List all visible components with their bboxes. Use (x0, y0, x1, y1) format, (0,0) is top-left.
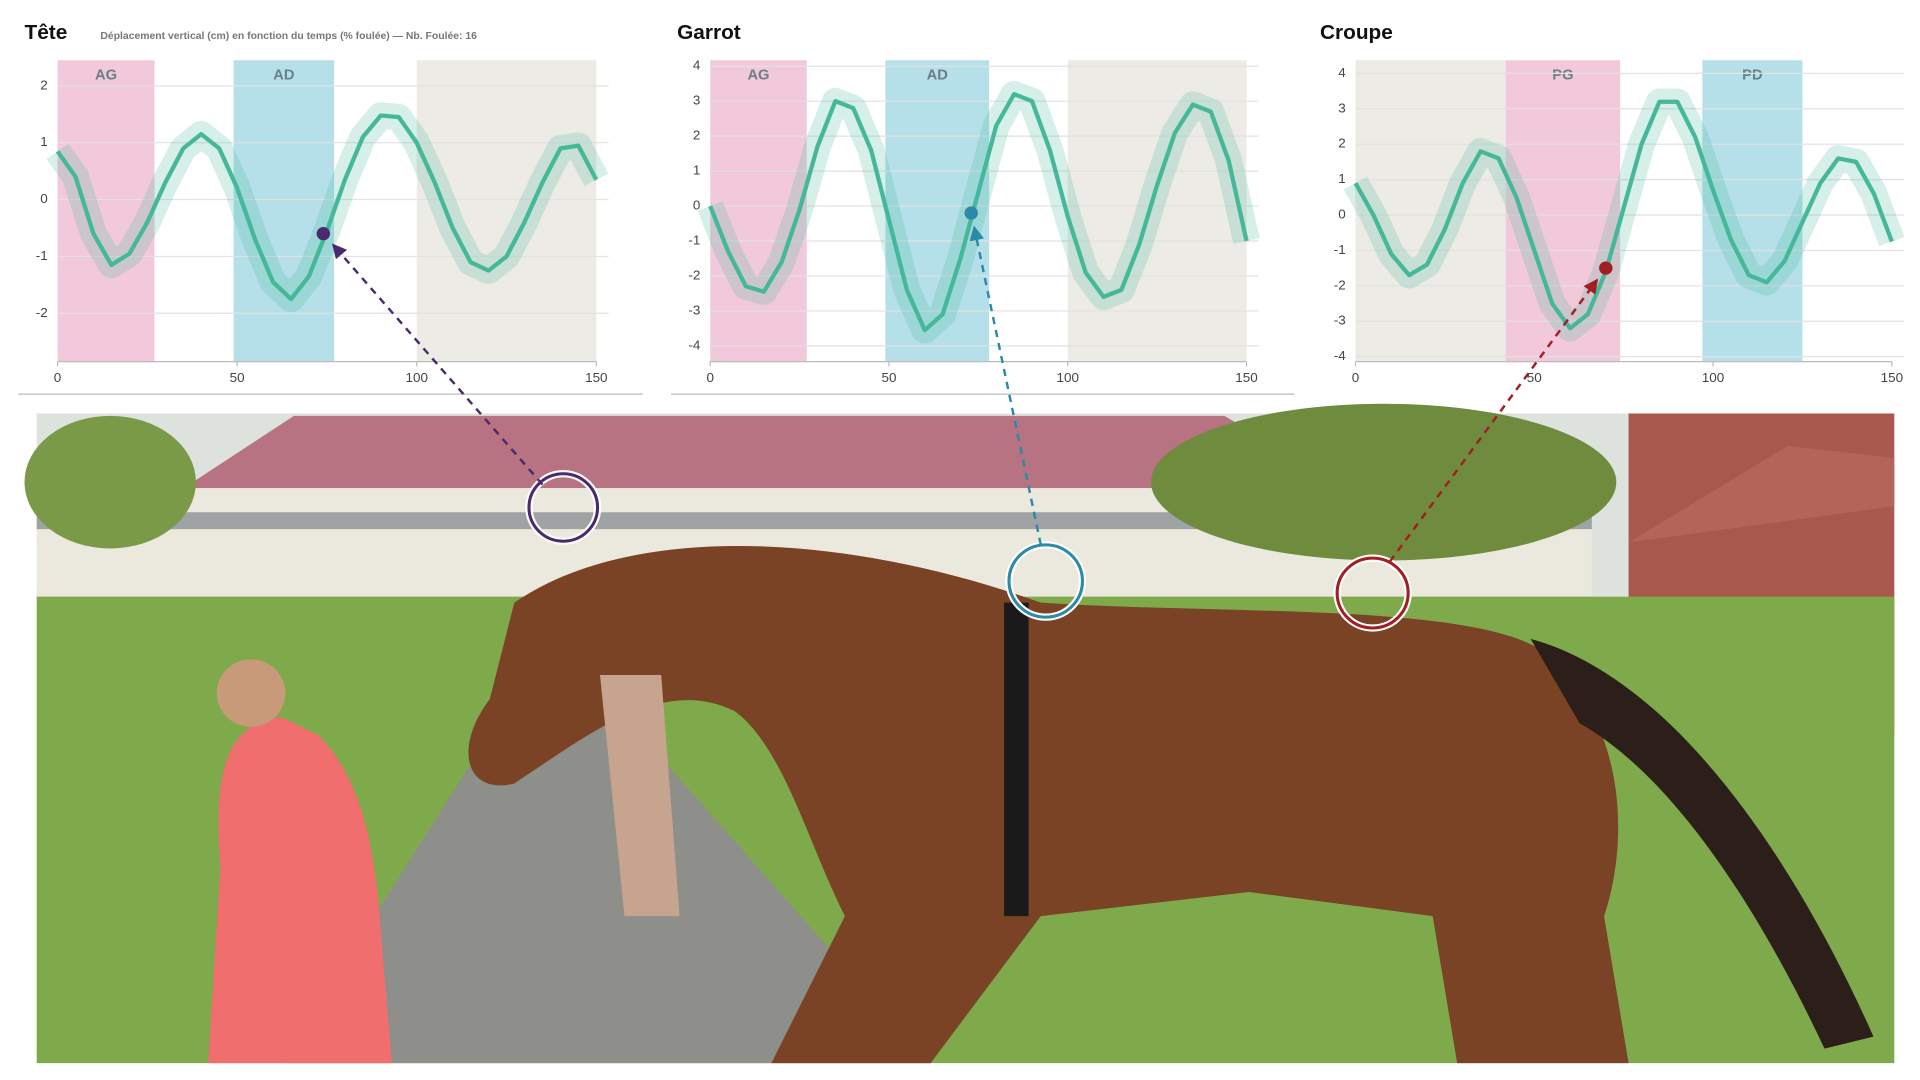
sensor-point (316, 227, 331, 241)
series-line (708, 92, 1249, 333)
y-tick-label: -1 (688, 233, 700, 248)
chart-title: Tête (24, 21, 67, 44)
phase-region (233, 60, 335, 362)
x-tick-label: 0 (54, 370, 61, 385)
y-tick-label: -4 (688, 337, 701, 352)
chart: Tête Déplacement vertical (cm) en fonctio… (24, 21, 609, 385)
y-tick-label: -3 (1334, 313, 1346, 328)
x-tick-label: 100 (1057, 370, 1079, 385)
x-tick-label: 100 (1702, 370, 1724, 385)
y-tick-label: -3 (688, 303, 700, 318)
y-tick-label: -4 (1334, 348, 1347, 363)
phase-label: AG (747, 68, 769, 84)
photo (24, 403, 1895, 1064)
y-tick-label: 1 (693, 163, 700, 178)
x-tick-label: 150 (1235, 370, 1257, 385)
y-tick-label: -2 (1334, 277, 1346, 292)
y-tick-label: 1 (40, 134, 47, 149)
sensor-ring (1335, 556, 1410, 630)
phase-label: AG (95, 68, 117, 84)
chart: Garrot AG AD 4 3 2 1 0 -1 -2 -3 -4 0 50 100 150 (677, 21, 1260, 385)
phase-region (57, 60, 155, 362)
phase-region (1355, 60, 1506, 362)
phase-region (1505, 60, 1621, 362)
x-tick-label: 150 (585, 370, 607, 385)
x-tick-label: 50 (230, 370, 245, 385)
phase-label: AD (927, 68, 948, 84)
chart-subtitle: Déplacement vertical (cm) en fonction du… (100, 31, 477, 42)
sensor-point (964, 206, 978, 220)
chart-title: Garrot (677, 21, 741, 44)
y-tick-label: 4 (1338, 65, 1346, 80)
y-tick-label: 0 (1338, 207, 1345, 222)
phase-label: PD (1742, 68, 1762, 84)
y-tick-label: -2 (36, 305, 48, 320)
sensor-ring (1007, 543, 1084, 619)
x-tick-label: 100 (405, 370, 427, 385)
phase-label: AD (273, 68, 294, 84)
y-tick-label: -1 (1334, 242, 1346, 257)
phase-label: PG (1552, 68, 1573, 84)
series-line (1353, 99, 1894, 331)
x-tick-label: 50 (881, 370, 896, 385)
y-tick-label: 2 (40, 77, 47, 92)
x-tick-label: 0 (1352, 370, 1359, 385)
y-tick-label: 0 (693, 198, 700, 213)
sensor-point (1599, 261, 1613, 275)
pointer-arrow (969, 225, 1043, 546)
y-tick-label: 4 (693, 58, 701, 73)
y-tick-label: 1 (1338, 171, 1345, 186)
pointer-arrow (1388, 278, 1599, 563)
y-tick-label: 0 (40, 191, 47, 206)
y-tick-label: 2 (1338, 136, 1345, 151)
chart-title: Croupe (1320, 21, 1393, 44)
x-tick-label: 150 (1881, 370, 1903, 385)
y-tick-label: 3 (1338, 100, 1345, 115)
x-tick-label: 0 (706, 370, 713, 385)
y-tick-label: -2 (688, 268, 700, 283)
chart: Croupe PG PD 4 3 2 1 0 -1 -2 -3 -4 0 50 100 150 (1320, 21, 1905, 385)
sensor-ring (527, 472, 600, 543)
y-tick-label: 3 (693, 93, 700, 108)
y-tick-label: -1 (36, 248, 48, 263)
x-tick-label: 50 (1527, 370, 1542, 385)
y-tick-label: 2 (693, 128, 700, 143)
